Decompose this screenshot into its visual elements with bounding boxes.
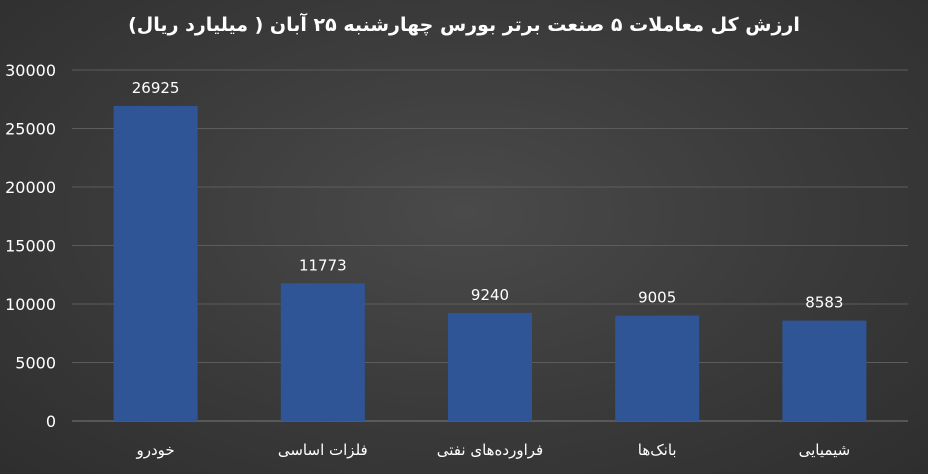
bar [113,105,198,421]
data-label: 9240 [471,286,509,304]
category-label: فلزات اساسی [278,441,368,459]
data-label: 11773 [299,256,347,274]
data-label: 8583 [805,294,843,312]
data-label: 9005 [638,289,676,307]
data-label: 26925 [132,79,180,97]
y-tick-label: 5000 [15,354,56,373]
y-tick-label: 10000 [5,295,56,314]
y-tick-label: 15000 [5,237,56,256]
y-tick-label: 20000 [5,178,56,197]
bar [782,320,867,421]
bar [615,315,700,421]
category-label: فراورده‌های نفتی [437,441,543,459]
category-label: بانک‌ها [638,441,677,459]
y-tick-label: 30000 [5,61,56,80]
chart-title: ارزش کل معاملات ۵ صنعت برتر بورس چهارشنب… [128,14,800,36]
bar [448,312,532,421]
category-label: شیمیایی [799,441,851,459]
bar [280,283,365,421]
category-label: خودرو [135,441,174,459]
y-tick-label: 0 [46,412,56,431]
y-tick-label: 25000 [5,120,56,139]
